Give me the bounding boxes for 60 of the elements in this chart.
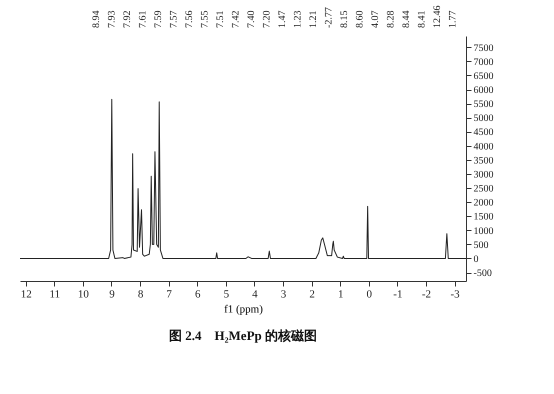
y-tick-label: 4000	[474, 141, 494, 152]
x-tick-label: 5	[224, 288, 230, 300]
text: 8.41	[416, 10, 428, 28]
x-tick-label: 0	[366, 288, 373, 300]
text: 7.57	[168, 10, 180, 28]
y-tick-label: 3500	[474, 155, 494, 166]
y-tick-label: 1500	[474, 212, 494, 223]
text: 7.55	[199, 10, 210, 28]
x-tick-label: -1	[393, 288, 402, 300]
text: 7.61	[137, 10, 148, 28]
x-axis-title: f1 (ppm)	[224, 304, 264, 316]
x-tick-label: 9	[109, 288, 116, 300]
y-tick-label: 7500	[474, 42, 494, 54]
x-tick-label: 6	[195, 288, 202, 300]
x-tick-label: 8	[138, 288, 144, 300]
y-tick-label: 2000	[474, 198, 494, 209]
line-series	[20, 98, 466, 259]
x-tick-label: 7	[166, 288, 172, 300]
text: 1.21	[308, 10, 320, 28]
text: 7.42	[230, 10, 242, 28]
text: 8.15	[339, 10, 350, 28]
text: 图 2.4 H₂MePp 的核磁图	[169, 328, 317, 343]
y-tick-label: 5000	[474, 113, 494, 124]
text: 7.20	[261, 10, 272, 28]
text: -2.77	[324, 7, 335, 28]
text: 8.60	[354, 10, 366, 28]
y-tick-label: 6500	[474, 70, 494, 82]
x-tick-label: 1	[338, 288, 344, 300]
x-tick-label: -2	[422, 288, 432, 300]
y-tick-label: 2500	[474, 184, 494, 195]
y-tick-label: 7000	[474, 56, 494, 68]
x-tick-label: 12	[20, 288, 32, 300]
y-tick-label: 500	[474, 240, 488, 251]
text: 8.94	[90, 10, 102, 28]
x-tick-label: 10	[78, 288, 90, 300]
text: 7.56	[184, 10, 195, 28]
text: 8.44	[401, 10, 412, 28]
y-tick-label: 0	[474, 254, 478, 265]
text: 12.46	[432, 6, 444, 28]
text: 1.77	[448, 10, 459, 28]
y-tick-label: 6000	[474, 85, 494, 96]
x-tick-label: 11	[50, 288, 60, 300]
y-tick-label: 4500	[474, 127, 494, 138]
text: 4.07	[370, 10, 382, 28]
text: 7.40	[246, 10, 257, 28]
text: 1.23	[292, 10, 304, 28]
y-tick-label: 5500	[474, 99, 494, 110]
text: 8.28	[386, 10, 397, 28]
y-tick-label: -500	[474, 268, 492, 280]
x-tick-label: 3	[280, 288, 287, 300]
x-tick-label: 4	[252, 288, 258, 300]
text: 1.47	[276, 10, 288, 28]
text: 7.59	[152, 10, 164, 28]
text: 7.93	[106, 10, 118, 28]
y-tick-label: 1000	[474, 226, 494, 237]
x-tick-label: -3	[450, 288, 460, 300]
y-tick-label: 3000	[474, 169, 494, 180]
text: 7.92	[122, 10, 133, 28]
text: 7.51	[214, 10, 226, 28]
x-tick-label: 2	[309, 288, 315, 300]
